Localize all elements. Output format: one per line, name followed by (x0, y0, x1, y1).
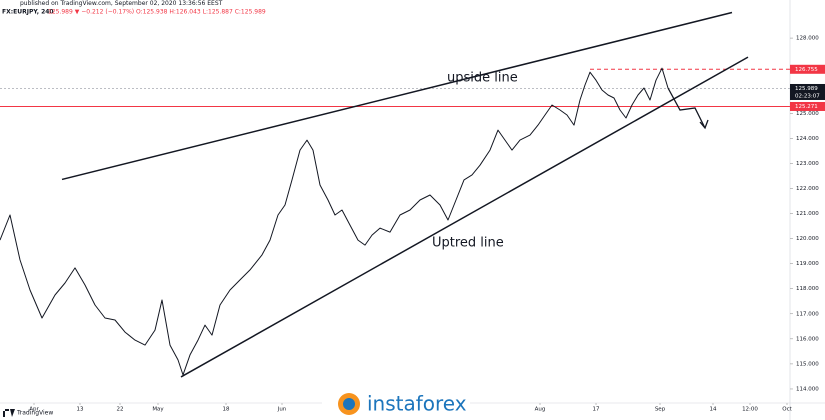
price-label: 125.271 (795, 104, 818, 110)
x-tick-label: Jun (277, 407, 287, 413)
x-tick-label: 12:00 (742, 407, 758, 413)
y-tick-label: 128.000 (796, 36, 819, 42)
y-tick-label: 122.000 (796, 186, 819, 192)
x-tick-label: Aug (535, 407, 546, 413)
y-tick-label: 116.000 (796, 336, 819, 342)
price-label-box (790, 101, 825, 111)
watermark-icon (343, 398, 355, 410)
trend-line (180, 56, 749, 378)
price-label-box (790, 83, 825, 100)
brand: TradingView (16, 410, 53, 417)
published-text: published on TradingView.com, September … (20, 0, 223, 7)
y-tick-label: 118.000 (796, 286, 819, 292)
watermark: instaforex (322, 386, 470, 420)
y-tick-label: 123.000 (796, 161, 819, 167)
brand-icon (3, 409, 15, 417)
y-tick-label: 124.000 (796, 136, 819, 142)
x-tick-label: Sep (655, 407, 666, 413)
projection-arrow (667, 87, 709, 130)
x-tick-label: 13 (77, 407, 84, 413)
annotation: upside line (447, 71, 518, 86)
x-tick-label: May (152, 407, 164, 413)
watermark-text: instaforex (367, 392, 467, 416)
ohlc: 125.989 ▼ −0.212 (−0.17%) O:125.938 H:12… (48, 9, 266, 16)
y-tick-label: 125.000 (796, 111, 819, 117)
price-line-series (0, 67, 669, 376)
x-tick-label: Apr (29, 407, 39, 413)
x-tick-label: Oct (782, 407, 792, 413)
countdown: 02:23:07 (795, 93, 820, 99)
symbol: FX:EURJPY, 240 (2, 9, 54, 16)
x-tick-label: 14 (710, 407, 717, 413)
y-tick-label: 117.000 (796, 311, 819, 317)
y-tick-label: 115.000 (796, 361, 819, 367)
price-label-box (790, 64, 825, 74)
x-tick-label: 18 (223, 407, 230, 413)
x-tick-label: 17 (593, 407, 600, 413)
price-label: 126.755 (795, 67, 818, 73)
annotation: Uptred line (432, 236, 504, 251)
axis: 114.000 115.000 116.000 117.000 118.000 119.0… (29, 36, 819, 413)
y-tick-label: 120.000 (796, 236, 819, 242)
x-tick-label: 22 (117, 407, 124, 413)
y-tick-label: 114.000 (796, 386, 819, 392)
y-tick-label: 121.000 (796, 211, 819, 217)
trend-line (61, 11, 733, 181)
plot: 114.000 115.000 116.000 117.000 118.000 119.0… (0, 11, 825, 413)
y-tick-label: 119.000 (796, 261, 819, 267)
price-label: 125.989 (795, 86, 818, 92)
